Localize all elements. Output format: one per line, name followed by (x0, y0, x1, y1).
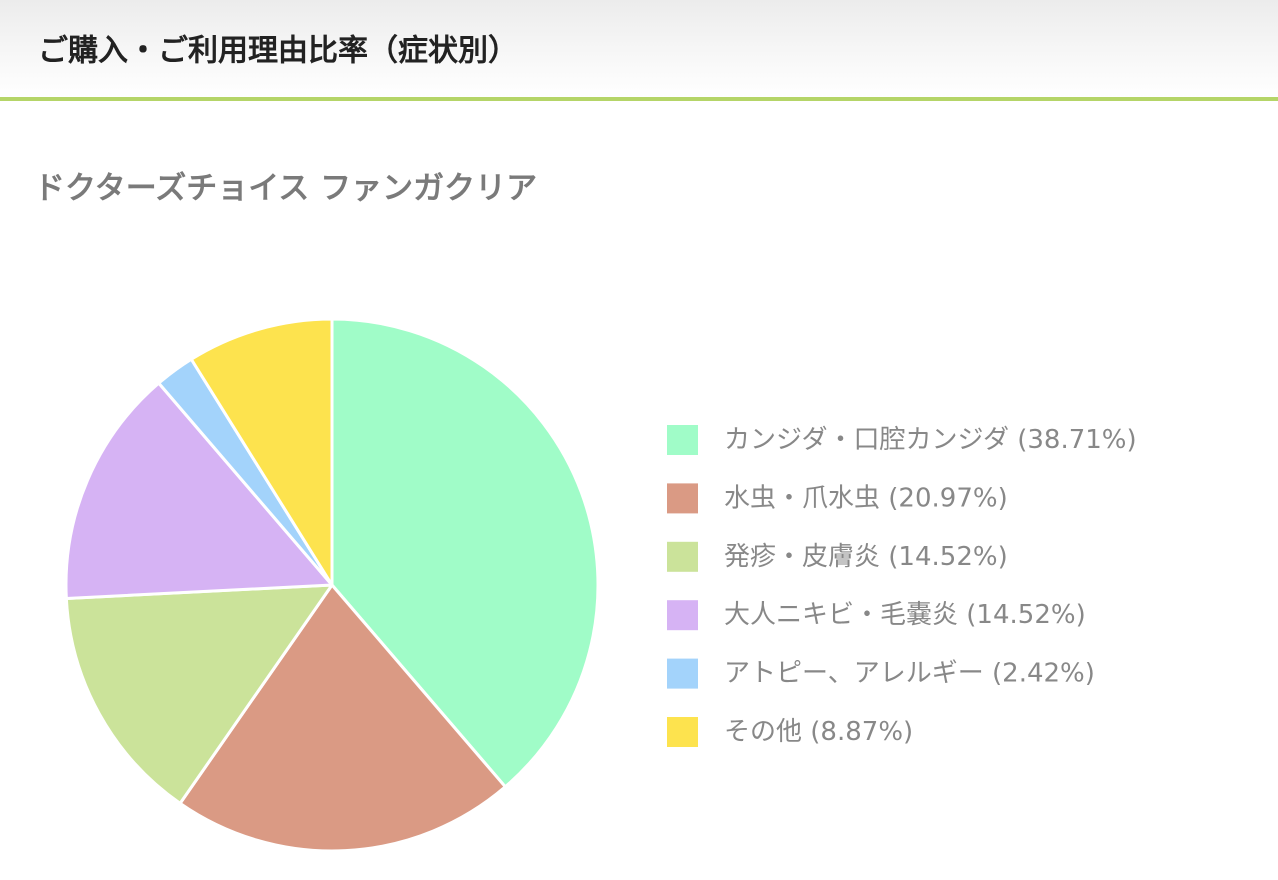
legend-label: その他 (8.87%) (724, 717, 913, 747)
chart-title: ご購入・ご利用理由比率（症状別） (38, 34, 518, 69)
legend-label: アトピー、アレルギー (2.42%) (724, 658, 1095, 688)
pie-slice (189, 317, 334, 587)
pie-slice (330, 317, 600, 789)
legend-category: カンジダ・口腔カンジダ (724, 425, 1009, 455)
legend-swatch (667, 541, 698, 572)
chart-subtitle: ドクターズチョイス ファンガクリア (34, 171, 537, 207)
legend-value: (20.97%) (888, 483, 1007, 513)
legend-value: (14.52%) (966, 600, 1085, 630)
legend-swatch (667, 600, 698, 631)
legend-value: (2.42%) (992, 658, 1095, 688)
legend-value: (14.52%) (888, 541, 1007, 571)
legend-category: その他 (724, 717, 802, 747)
legend-category: 大人ニキビ・毛嚢炎 (724, 600, 958, 630)
legend-label: 大人ニキビ・毛嚢炎 (14.52%) (724, 600, 1086, 630)
legend-value: (38.71%) (1017, 425, 1136, 455)
legend-swatch (667, 425, 698, 455)
header-band (0, 0, 1278, 98)
pie-slice (64, 381, 334, 600)
pie-slice (178, 583, 507, 853)
legend-value: (8.87%) (810, 717, 913, 747)
pie-slice (64, 583, 334, 805)
legend-label: 水虫・爪水虫 (20.97%) (724, 483, 1008, 513)
legend-swatch (667, 717, 698, 747)
legend-label: カンジダ・口腔カンジダ (38.71%) (724, 425, 1137, 455)
legend-swatch (667, 658, 698, 689)
legend-category: 発疹・皮膚炎 (724, 541, 880, 571)
header-rule (0, 97, 1278, 101)
legend-category: アトピー、アレルギー (724, 658, 984, 688)
legend-swatch (667, 483, 698, 514)
legend-label: 発疹・皮膚炎 (14.52%) (724, 541, 1008, 571)
legend-category: 水虫・爪水虫 (724, 483, 880, 513)
